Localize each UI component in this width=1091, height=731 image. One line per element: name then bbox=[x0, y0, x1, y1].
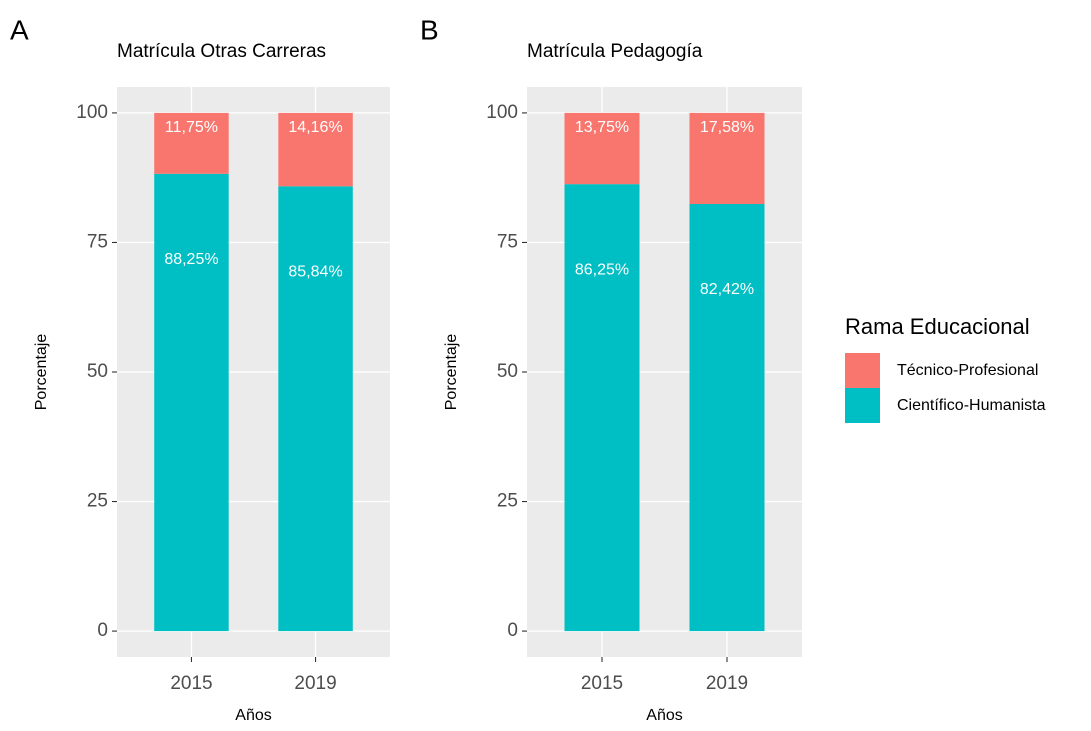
legend-label: Científico-Humanista bbox=[897, 397, 1046, 414]
x-tick-label: 2019 bbox=[706, 673, 748, 694]
bar-segment bbox=[564, 184, 640, 632]
y-tick-label: 75 bbox=[87, 231, 108, 252]
value-label: 17,58% bbox=[700, 119, 754, 136]
panel-tag: B bbox=[420, 14, 439, 45]
bar-segment bbox=[278, 112, 353, 187]
x-axis-title: Años bbox=[646, 707, 682, 724]
value-label: 88,25% bbox=[164, 251, 218, 268]
y-tick-label: 100 bbox=[486, 102, 518, 123]
y-axis-title: Porcentaje bbox=[33, 334, 50, 411]
y-tick-label: 0 bbox=[507, 620, 518, 641]
legend-label: Técnico-Profesional bbox=[897, 362, 1038, 379]
x-tick-label: 2015 bbox=[581, 673, 623, 694]
x-tick-label: 2015 bbox=[170, 673, 212, 694]
chart-title: Matrícula Otras Carreras bbox=[117, 41, 326, 62]
value-label: 82,42% bbox=[700, 281, 754, 298]
bar-segment bbox=[154, 112, 229, 174]
legend-key bbox=[845, 353, 880, 388]
panel-tag: A bbox=[10, 14, 29, 45]
value-label: 14,16% bbox=[288, 119, 342, 136]
y-tick-label: 50 bbox=[497, 361, 518, 382]
bar-segment bbox=[689, 112, 765, 205]
y-tick-label: 25 bbox=[497, 491, 518, 512]
y-tick-label: 100 bbox=[76, 102, 108, 123]
value-label: 86,25% bbox=[575, 261, 629, 278]
bar-segment bbox=[154, 173, 229, 632]
bar-segment bbox=[564, 112, 640, 185]
x-tick-label: 2019 bbox=[294, 673, 336, 694]
bar-segment bbox=[689, 204, 765, 632]
legend-title: Rama Educacional bbox=[845, 314, 1030, 339]
bar-segment bbox=[278, 186, 353, 632]
y-tick-label: 25 bbox=[87, 491, 108, 512]
value-label: 11,75% bbox=[165, 119, 218, 136]
value-label: 13,75% bbox=[575, 119, 629, 136]
legend-key bbox=[845, 388, 880, 423]
y-tick-label: 50 bbox=[87, 361, 108, 382]
y-axis-title: Porcentaje bbox=[443, 334, 460, 411]
value-label: 85,84% bbox=[288, 264, 342, 281]
y-tick-label: 75 bbox=[497, 231, 518, 252]
chart-title: Matrícula Pedagogía bbox=[527, 41, 703, 62]
y-tick-label: 0 bbox=[97, 620, 108, 641]
x-axis-title: Años bbox=[235, 707, 271, 724]
